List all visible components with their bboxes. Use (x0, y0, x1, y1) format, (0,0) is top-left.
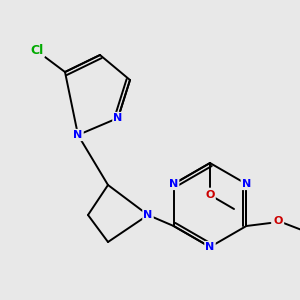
Text: N: N (206, 242, 214, 252)
Text: O: O (205, 190, 215, 200)
Text: N: N (169, 179, 178, 189)
Text: N: N (113, 113, 123, 123)
Text: Cl: Cl (30, 44, 44, 56)
Text: N: N (74, 130, 82, 140)
Text: N: N (242, 179, 251, 189)
Text: N: N (143, 210, 153, 220)
Text: O: O (274, 216, 283, 226)
